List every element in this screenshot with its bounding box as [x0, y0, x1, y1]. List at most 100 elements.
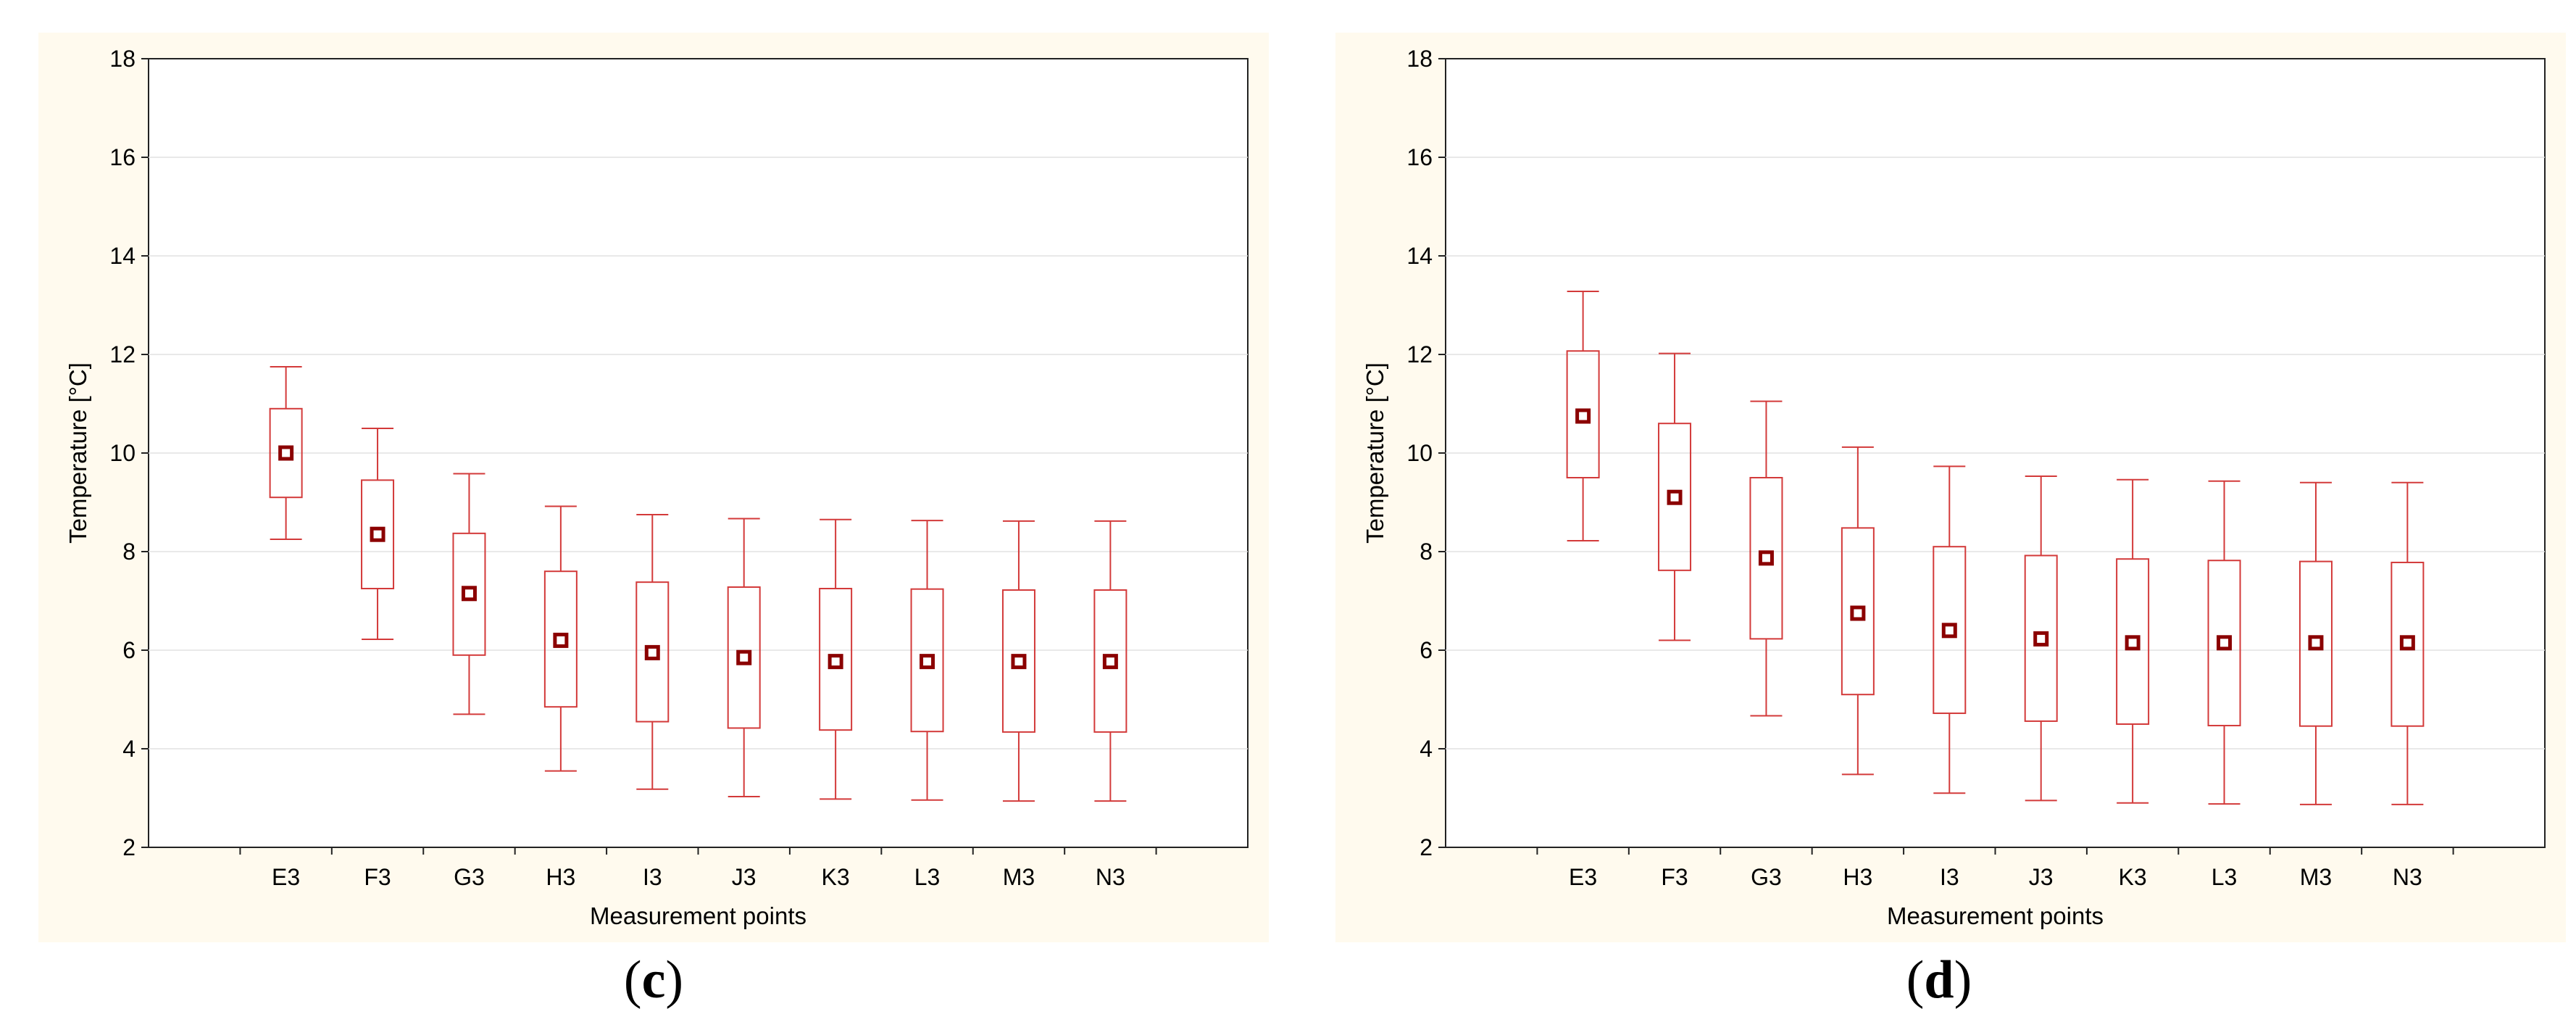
mean-marker [1102, 654, 1118, 670]
box-iqr [2298, 560, 2333, 727]
box-iqr [727, 586, 761, 729]
x-tick-label-H3: H3 [1843, 864, 1872, 890]
x-tick-label-M3: M3 [1003, 864, 1035, 890]
box-iqr [2024, 555, 2058, 722]
box-iqr [452, 532, 486, 656]
mean-marker [370, 526, 385, 542]
x-tick-label-G3: G3 [454, 864, 485, 890]
x-tick-label-J3: J3 [2029, 864, 2054, 890]
box-G3 [452, 473, 486, 715]
x-tick-label-I3: I3 [1940, 864, 1959, 890]
box-iqr [2207, 560, 2241, 727]
box-F3 [361, 428, 395, 641]
y-tick-label: 8 [122, 539, 136, 565]
box-M3 [1001, 520, 1035, 802]
box-iqr [819, 588, 853, 731]
mean-marker [278, 445, 294, 461]
box-L3 [2207, 480, 2241, 805]
box-K3 [2116, 478, 2150, 804]
mean-marker [1667, 489, 1683, 505]
x-axis-title: Measurement points [1887, 902, 2104, 929]
x-tick-label-H3: H3 [546, 864, 575, 890]
box-iqr [361, 479, 395, 590]
box-plot-d: 2 4 6 8 10 12 14 16 18 E3 F3 G3 H3 I3 J3 K3 L3 M3 N3 Measur… [1335, 33, 2566, 942]
box-iqr [1001, 589, 1035, 733]
box-iqr [635, 581, 670, 723]
caption-c-open: ( [623, 950, 642, 1010]
box-F3 [1658, 352, 1692, 641]
mean-marker [1011, 654, 1027, 670]
caption-d-open: ( [1906, 950, 1925, 1010]
x-tick-label-F3: F3 [364, 864, 391, 890]
x-tick-label-N3: N3 [1096, 864, 1125, 890]
y-tick-label: 6 [122, 637, 136, 663]
box-I3 [1933, 465, 1967, 794]
x-tick-label-E3: E3 [272, 864, 300, 890]
chart-panel-d: 2 4 6 8 10 12 14 16 18 E3 F3 G3 H3 I3 J3 K3 L3 M3 N3 Measur… [1335, 33, 2566, 942]
mean-marker [2217, 635, 2233, 651]
y-tick-label: 18 [109, 46, 136, 72]
box-iqr [1566, 350, 1600, 478]
x-tick-label-K3: K3 [822, 864, 850, 890]
box-M3 [2298, 481, 2333, 805]
x-tick-label-L3: L3 [2212, 864, 2238, 890]
x-tick-label-N3: N3 [2393, 864, 2422, 890]
box-N3 [2390, 481, 2425, 805]
box-iqr [2116, 558, 2150, 726]
mean-marker [461, 586, 477, 602]
box-E3 [1566, 290, 1600, 542]
box-J3 [727, 518, 761, 797]
box-plot-c: 2 4 6 8 10 12 14 16 18 E3 F3 G3 H3 I3 J3 K3 L3 M3 N3 Measur… [38, 33, 1269, 942]
mean-marker [644, 644, 660, 660]
x-tick-label-F3: F3 [1661, 864, 1688, 890]
box-iqr [2390, 561, 2425, 727]
y-axis-title: Temperature [°C] [64, 362, 91, 544]
y-tick-label: 4 [122, 736, 136, 762]
mean-marker [2308, 635, 2324, 651]
y-tick-label: 6 [1420, 637, 1433, 663]
mean-marker [736, 649, 752, 665]
x-axis-title: Measurement points [590, 902, 806, 929]
y-tick-label: 12 [109, 341, 136, 367]
box-iqr [1658, 423, 1692, 571]
box-H3 [543, 505, 578, 772]
box-N3 [1093, 520, 1127, 802]
x-tick-label-E3: E3 [1569, 864, 1597, 890]
chart-panel-c: 2 4 6 8 10 12 14 16 18 E3 F3 G3 H3 I3 J3 K3 L3 M3 N3 Measur… [38, 33, 1269, 942]
box-K3 [819, 518, 853, 800]
box-iqr [1841, 527, 1875, 696]
panel-caption-d: (d) [1830, 950, 2048, 1011]
box-iqr [269, 407, 303, 499]
x-tick-label-L3: L3 [914, 864, 941, 890]
y-tick-label: 4 [1420, 736, 1433, 762]
box-E3 [269, 366, 303, 540]
box-L3 [910, 520, 944, 801]
caption-d-close: ) [1954, 950, 1972, 1010]
y-tick-label: 10 [1406, 440, 1433, 466]
y-tick-label: 10 [109, 440, 136, 466]
mean-marker [2399, 635, 2415, 651]
x-tick-label-I3: I3 [643, 864, 662, 890]
x-tick-label-J3: J3 [732, 864, 756, 890]
y-tick-label: 12 [1406, 341, 1433, 367]
mean-marker [1758, 550, 1774, 566]
caption-c-letter: c [641, 950, 666, 1010]
caption-d-letter: d [1924, 950, 1954, 1010]
mean-marker [920, 654, 935, 670]
box-H3 [1841, 446, 1875, 776]
y-tick-label: 14 [1406, 243, 1433, 269]
mean-marker [2033, 631, 2049, 647]
y-tick-label: 2 [122, 834, 136, 860]
y-tick-label: 16 [109, 144, 136, 170]
box-G3 [1749, 400, 1783, 717]
caption-c-close: ) [665, 950, 684, 1010]
box-iqr [910, 588, 944, 733]
panel-caption-c: (c) [545, 950, 762, 1011]
box-iqr [1749, 477, 1783, 640]
y-tick-label: 16 [1406, 144, 1433, 170]
x-tick-label-G3: G3 [1751, 864, 1782, 890]
mean-marker [1575, 408, 1591, 424]
y-tick-label: 14 [109, 243, 136, 269]
box-iqr [1933, 546, 1967, 715]
mean-marker [1850, 605, 1866, 621]
